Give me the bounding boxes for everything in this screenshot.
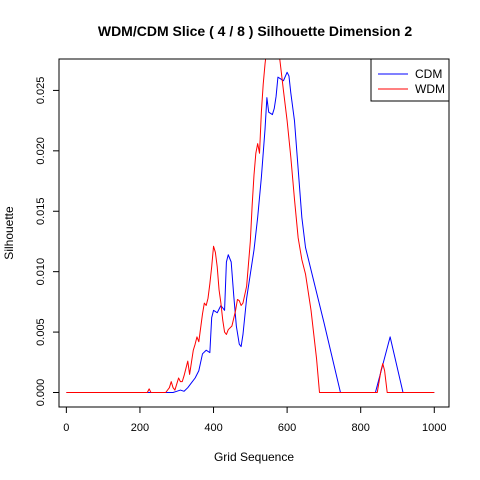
series-layer xyxy=(66,59,435,393)
y-tick-label: 0.005 xyxy=(35,318,47,346)
x-tick-label: 600 xyxy=(278,422,296,434)
x-axis: 0 200 400 600 800 1000 xyxy=(63,406,447,434)
series-line-wdm xyxy=(66,59,435,393)
legend-label-cdm: CDM xyxy=(415,67,442,81)
legend-box xyxy=(370,58,450,102)
y-tick-label: 0.010 xyxy=(35,258,47,286)
y-tick-label: 0.015 xyxy=(35,197,47,225)
legend: CDM WDM xyxy=(370,58,450,102)
y-tick-label: 0.000 xyxy=(35,379,47,407)
x-tick-label: 1000 xyxy=(422,422,446,434)
x-axis-label: Grid Sequence xyxy=(214,450,294,464)
series-line-cdm xyxy=(66,71,435,393)
y-tick-label: 0.025 xyxy=(35,77,47,105)
chart-title: WDM/CDM Slice ( 4 / 8 ) Silhouette Dimen… xyxy=(98,23,412,39)
x-tick-label: 800 xyxy=(352,422,370,434)
plot-frame xyxy=(58,58,450,408)
x-tick-label: 0 xyxy=(63,422,69,434)
x-tick-label: 400 xyxy=(204,422,222,434)
y-axis-label: Silhouette xyxy=(2,206,16,260)
y-tick-label: 0.020 xyxy=(35,137,47,165)
y-axis: 0.000 0.005 0.010 0.015 0.020 0.025 xyxy=(35,77,60,407)
legend-label-wdm: WDM xyxy=(415,82,445,96)
x-tick-label: 200 xyxy=(131,422,149,434)
